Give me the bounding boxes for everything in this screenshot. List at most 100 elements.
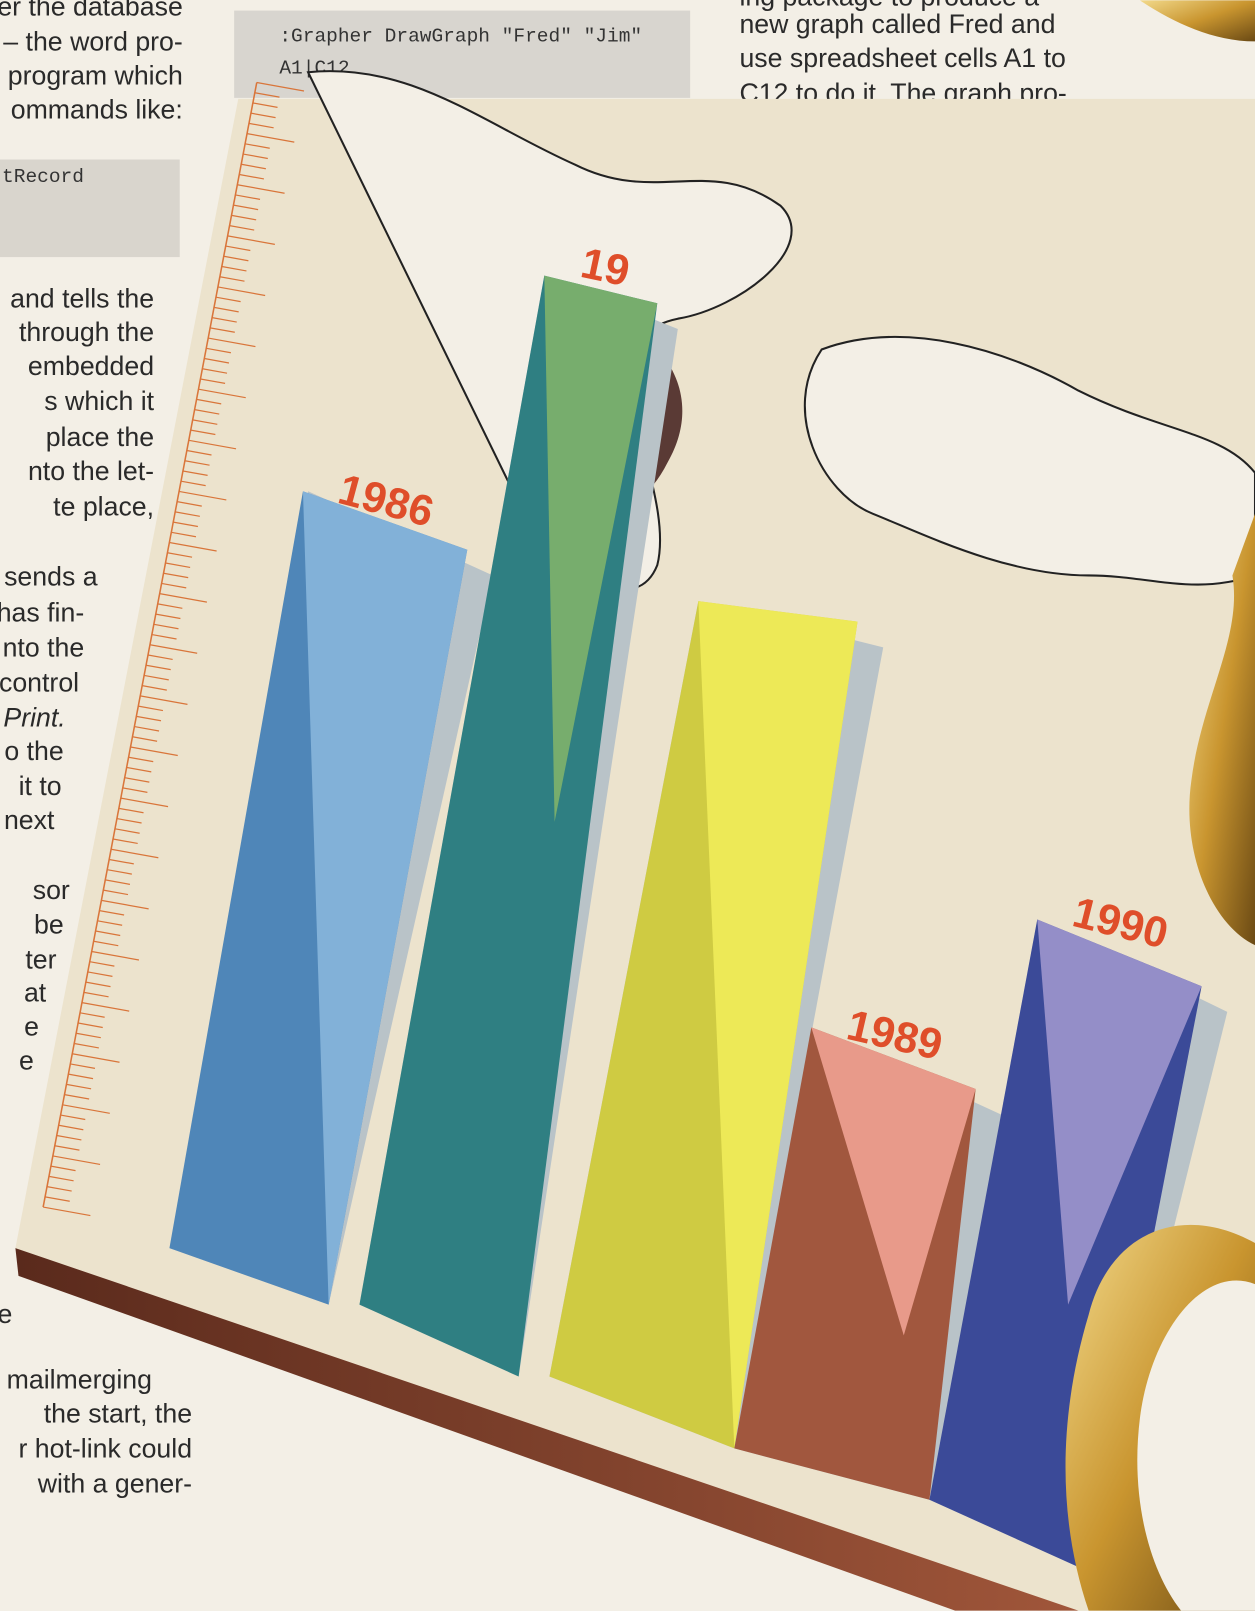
ruler-tick [70,1063,96,1069]
text-line: the start, the [44,1399,192,1429]
text-line: :Grapher DrawGraph "Fred" "Jim" [279,25,642,47]
text-line: s which it [44,386,154,416]
bar-facet [698,601,858,1449]
ruler-tick [87,971,113,977]
ruler-tick [153,623,179,630]
ruler-tick [202,368,228,374]
ruler-tick [110,848,159,859]
ruler-tick [248,122,274,129]
ruler-tick [81,1001,130,1012]
ruler-tick [68,1073,94,1080]
text-line: it to [19,771,62,801]
ruler-tick [252,102,278,108]
ruler-tick [64,1093,90,1100]
ruler-tick [97,920,123,926]
text-line: – the word pro- [3,27,182,57]
text-line: e [24,1011,39,1041]
text-line: Print. [3,702,65,732]
ruler-tick [188,439,237,450]
ruler-tick [60,1114,86,1121]
ruler-tick [149,644,198,654]
text-line: at [24,978,47,1008]
text-line: er the database [0,0,183,22]
ruler-tick [254,92,280,98]
ruler-tick [217,286,266,297]
text-line: control [0,667,79,697]
ruler-tick [167,552,193,558]
text-line: new graph called Fred and [739,9,1055,39]
ruler-tick [175,511,200,517]
ruler-tick [50,1165,76,1172]
ruler-tick [208,337,256,348]
ruler-tick [243,153,268,160]
ruler-tick [103,889,129,896]
ruler-tick [95,930,121,937]
ruler-tick [223,255,249,262]
text-line: has fin- [0,598,84,628]
text-line: with a gener- [37,1468,192,1498]
text-line: use spreadsheet cells A1 to [739,43,1065,73]
year-label: 19 [577,239,634,296]
ruler-tick [122,787,148,793]
ruler-tick [105,879,131,885]
ruler-tick [99,909,125,916]
text-line: nto the [3,632,85,662]
text-line: next [4,805,55,835]
text-line: ing package to produce a [739,0,1039,11]
bar-facet [544,275,658,822]
ruler-tick [147,654,173,661]
ruler-tick [159,593,208,603]
ruler-tick [132,736,158,742]
ruler-tick [190,429,216,436]
blob [803,335,1255,586]
ruler-tick [246,132,295,143]
ruler-tick [48,1175,74,1182]
ruler-tick [155,613,181,620]
code-text: tRecord [2,166,84,188]
text-line: and tells the [10,283,154,313]
bar-facet [811,1027,976,1336]
ruler-tick [85,981,111,988]
ruler-tick [163,572,189,579]
ruler-tick [74,1042,99,1049]
text-line: mailmerging [7,1365,152,1395]
ruler-tick [182,470,208,477]
bar-facet [302,491,468,1305]
ruler-tick [62,1104,110,1114]
ruler-tick [136,715,162,722]
text-line: o the [4,736,63,766]
ruler-tick [140,695,188,706]
gold-shape [1189,513,1255,946]
ruler-tick [145,664,171,671]
ruler-tick [219,276,245,282]
ruler-tick [112,838,138,845]
ruler-tick [178,490,227,501]
ruler-tick [210,327,235,333]
ruler-tick [237,184,285,194]
text-line: sends a [4,562,98,592]
text-line: e [19,1045,34,1075]
ruler-tick [186,449,212,456]
ruler-tick [76,1032,101,1039]
ruler-tick [93,940,119,947]
ruler-tick [227,235,275,245]
text-line: e [0,1299,12,1329]
ruler-tick [225,245,251,252]
ruler-tick [239,173,265,180]
ruler-tick [54,1145,80,1151]
board-edge [15,1248,1079,1611]
code-box [234,10,691,98]
ruler-tick [180,480,206,487]
ruler-tick [101,899,149,910]
ruler-tick [109,858,134,865]
ruler-tick [244,143,270,149]
text-line: te place, [53,492,154,522]
ruler-tick [128,756,154,763]
ruler-tick [194,409,220,415]
ruler-tick [52,1155,101,1166]
ruler-tick [89,961,115,967]
ruler-tick [235,194,261,200]
ruler-tick [83,991,109,998]
ruler-tick [157,603,183,609]
